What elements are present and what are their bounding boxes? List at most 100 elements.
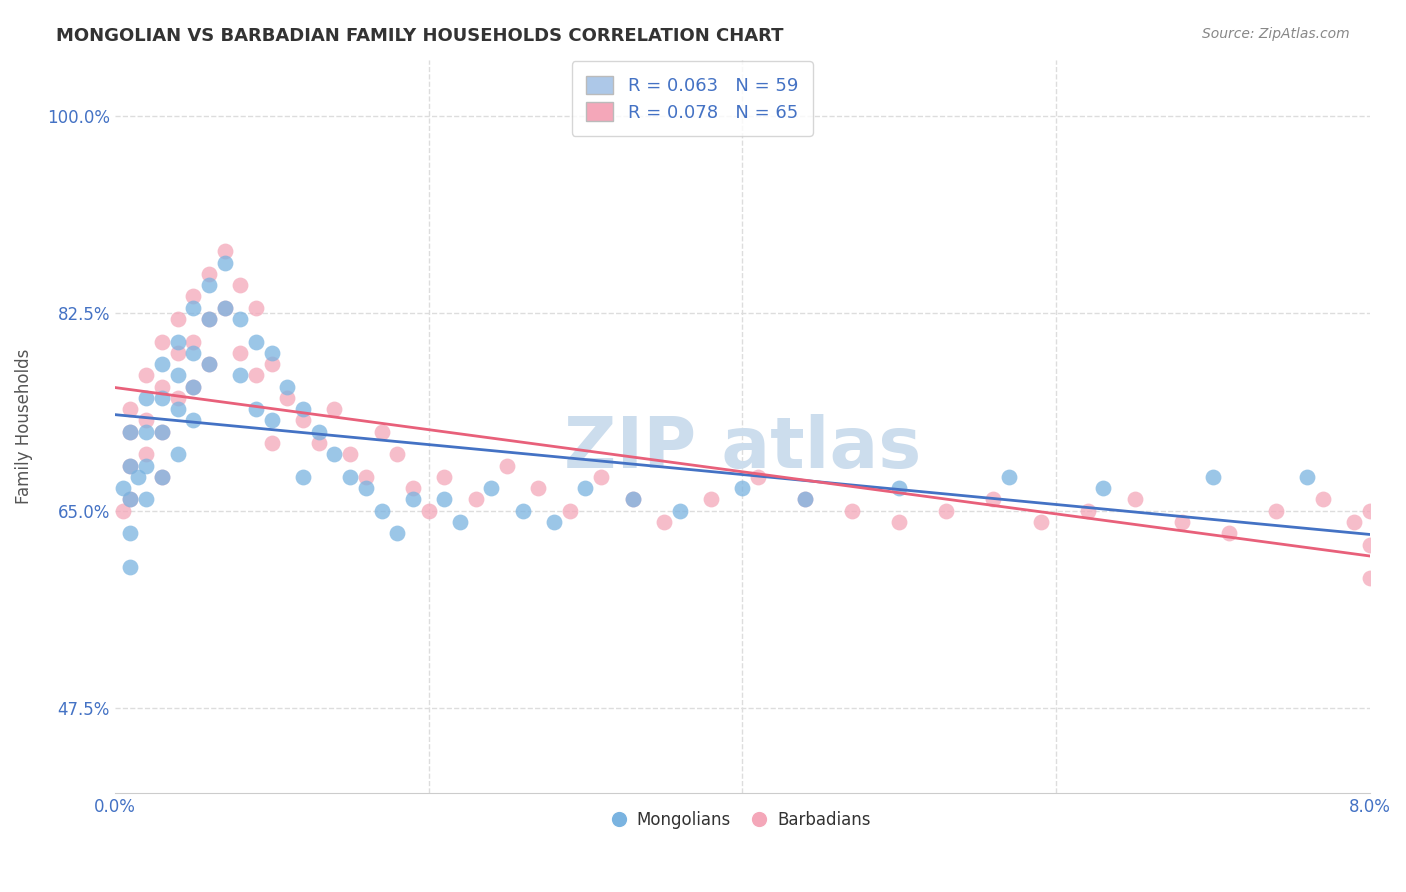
Point (512, 504, 534, 518)
Point (260, 413, 283, 427)
Point (150, 379, 173, 393)
Point (574, 481, 596, 495)
Point (1358, 504, 1381, 518)
Point (292, 413, 315, 427)
Point (418, 504, 440, 518)
Point (449, 515, 471, 529)
Point (135, 447, 157, 461)
Legend: Mongolians, Barbadians: Mongolians, Barbadians (607, 805, 877, 836)
Point (135, 368, 157, 383)
Point (323, 447, 346, 461)
Point (181, 301, 204, 315)
Point (308, 436, 330, 450)
Point (260, 357, 283, 371)
Point (339, 470, 361, 484)
Point (166, 402, 188, 417)
Point (120, 492, 142, 507)
Point (402, 492, 425, 507)
Point (1092, 481, 1115, 495)
Point (166, 312, 188, 326)
Point (198, 357, 221, 371)
Point (135, 492, 157, 507)
Point (166, 368, 188, 383)
Point (229, 346, 252, 360)
Point (983, 492, 1005, 507)
Point (150, 334, 173, 349)
Point (668, 504, 690, 518)
Point (198, 267, 221, 281)
Point (166, 447, 188, 461)
Text: MONGOLIAN VS BARBADIAN FAMILY HOUSEHOLDS CORRELATION CHART: MONGOLIAN VS BARBADIAN FAMILY HOUSEHOLDS… (56, 27, 783, 45)
Point (166, 391, 188, 405)
Point (591, 470, 613, 484)
Point (323, 402, 346, 417)
Point (1296, 470, 1319, 484)
Point (166, 334, 188, 349)
Point (354, 481, 377, 495)
Point (166, 346, 188, 360)
Point (150, 425, 173, 439)
Point (181, 379, 204, 393)
Point (292, 402, 315, 417)
Point (229, 278, 252, 293)
Point (181, 413, 204, 427)
Point (370, 504, 392, 518)
Point (527, 481, 550, 495)
Point (150, 357, 173, 371)
Point (402, 481, 425, 495)
Point (889, 481, 911, 495)
Point (127, 470, 149, 484)
Point (1343, 515, 1365, 529)
Point (387, 526, 409, 541)
Point (276, 391, 298, 405)
Point (120, 458, 142, 473)
Point (621, 492, 644, 507)
Y-axis label: Family Households: Family Households (15, 349, 32, 504)
Point (479, 481, 502, 495)
Point (308, 425, 330, 439)
Point (150, 391, 173, 405)
Point (120, 425, 142, 439)
Point (1077, 504, 1099, 518)
Point (1264, 504, 1286, 518)
Point (731, 481, 754, 495)
Point (998, 470, 1021, 484)
Point (1123, 492, 1146, 507)
Point (181, 346, 204, 360)
Point (433, 492, 456, 507)
Point (354, 470, 377, 484)
Point (120, 458, 142, 473)
Point (150, 425, 173, 439)
Point (841, 504, 863, 518)
Point (1218, 526, 1240, 541)
Point (245, 402, 267, 417)
Point (135, 458, 157, 473)
Point (794, 492, 817, 507)
Point (464, 492, 486, 507)
Point (433, 470, 456, 484)
Text: Source: ZipAtlas.com: Source: ZipAtlas.com (1202, 27, 1350, 41)
Point (245, 334, 267, 349)
Point (260, 346, 283, 360)
Point (292, 470, 315, 484)
Text: ZIP atlas: ZIP atlas (564, 414, 921, 483)
Point (339, 447, 361, 461)
Point (229, 312, 252, 326)
Point (1171, 515, 1194, 529)
Point (120, 560, 142, 574)
Point (120, 425, 142, 439)
Point (214, 301, 236, 315)
Point (120, 402, 142, 417)
Point (621, 492, 644, 507)
Point (1029, 515, 1052, 529)
Point (889, 515, 911, 529)
Point (245, 301, 267, 315)
Point (198, 278, 221, 293)
Point (370, 425, 392, 439)
Point (214, 255, 236, 269)
Point (181, 379, 204, 393)
Point (700, 492, 723, 507)
Point (181, 289, 204, 303)
Point (276, 379, 298, 393)
Point (198, 357, 221, 371)
